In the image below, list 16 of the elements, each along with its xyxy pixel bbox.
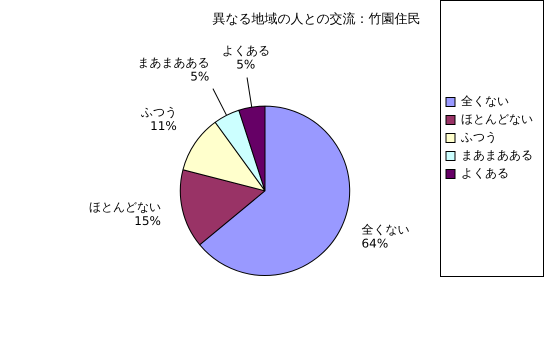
data-label: 64% — [362, 236, 388, 250]
slice-label: よくある — [222, 44, 270, 58]
legend-label: よくある — [461, 166, 509, 180]
legend-label: 全くない — [461, 94, 509, 108]
slice-label: ほとんどない — [88, 200, 161, 214]
data-label: 11% — [150, 118, 177, 133]
text: 異なる地域の人との交流：竹園住民 — [212, 11, 420, 28]
legend-label: ほとんどない — [461, 112, 533, 126]
data-label: 15% — [134, 214, 161, 228]
data-label: 5% — [190, 70, 210, 84]
data-label: 5% — [236, 58, 256, 72]
legend-label: ふつう — [460, 130, 497, 144]
slice-label: ふつう — [140, 104, 177, 119]
slice-label: まあまあある — [137, 56, 210, 70]
legend-label: まあまあある — [461, 148, 533, 162]
slice-label: 全くない — [362, 222, 410, 236]
